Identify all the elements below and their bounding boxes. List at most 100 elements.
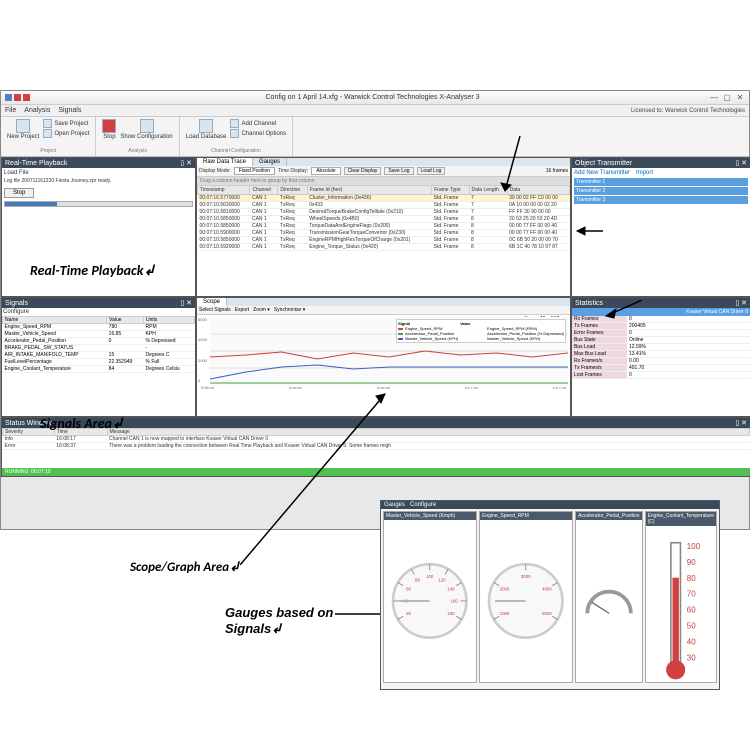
stat-row: Bus StateOnline xyxy=(572,337,750,344)
table-row[interactable]: 00:07:10.5920000CAN 1TxReqEngine_Torque_… xyxy=(198,244,570,251)
open-project-button[interactable]: Open Project xyxy=(43,129,89,138)
table-row[interactable]: 00:07:10.5850000CAN 1TxReqWheelSpeeds (0… xyxy=(198,216,570,223)
new-project-button[interactable]: New Project xyxy=(7,119,39,140)
save-project-button[interactable]: Save Project xyxy=(43,119,89,128)
scope-tool[interactable]: Synchronise ▾ xyxy=(274,307,305,313)
stat-row: Rx Frames/s0.00 xyxy=(572,358,750,365)
gauge-1: Engine_Speed_RPM10002000300040005000 xyxy=(479,511,573,683)
scope-tool[interactable]: Zoom ▾ xyxy=(253,307,270,313)
database-icon xyxy=(199,119,213,133)
signal-row[interactable]: AIR_INTAKE_MANIFOLD_TEMP15Degrees C xyxy=(3,352,195,359)
svg-text:100: 100 xyxy=(426,574,434,579)
stat-row: Tx Frames200405 xyxy=(572,323,750,330)
close-icon[interactable]: ▯ ✕ xyxy=(735,299,747,307)
stat-row: Tx Frames/s491.70 xyxy=(572,365,750,372)
annot-signals: Signals Area↲ xyxy=(40,415,124,432)
signals-title: Signals xyxy=(5,300,28,307)
configure-link[interactable]: Configure xyxy=(2,308,195,316)
signals-table: NameValueUnits Engine_Speed_RPM780RPMMas… xyxy=(2,316,195,373)
svg-text:100: 100 xyxy=(687,542,701,551)
svg-text:160: 160 xyxy=(451,599,459,604)
signal-row[interactable]: Engine_Speed_RPM780RPM xyxy=(3,324,195,331)
close-icon[interactable]: ▯ ✕ xyxy=(735,419,747,427)
playback-stop-button[interactable]: Stop xyxy=(4,188,34,198)
license-label: Licensed to: Warwick Control Technologie… xyxy=(631,108,745,114)
signal-row[interactable]: FuelLevelPercentage22.352949% Full xyxy=(3,359,195,366)
col-header[interactable]: Timestamp xyxy=(198,186,250,195)
table-row[interactable]: 00:07:10.5850000CAN 1TxReqTorqueDataAndE… xyxy=(198,223,570,230)
display-mode-select[interactable]: Fixed Position xyxy=(234,167,275,175)
add-transmitter-link[interactable]: Add New Transmitter xyxy=(574,170,630,176)
close-icon[interactable]: ▯ ✕ xyxy=(180,299,192,307)
load-db-button[interactable]: Load Database xyxy=(186,119,227,140)
gauges-configure[interactable]: Configure xyxy=(410,502,436,508)
table-row[interactable]: 00:07:10.5630000CAN 1TxReq0x433Std. Fram… xyxy=(198,202,570,209)
scope-toolbar: Select Signals Export Zoom ▾ Synchronise ▾ xyxy=(197,306,570,315)
menu-file[interactable]: File xyxy=(5,107,16,114)
signal-row[interactable]: Engine_Coolant_Temperature84Degrees Cels… xyxy=(3,366,195,373)
transmitter-item[interactable]: Transmitter 3 xyxy=(574,196,748,204)
svg-text:20: 20 xyxy=(406,611,411,616)
signal-row[interactable]: BRAKE_PEDAL_SW_STATUS- xyxy=(3,345,195,352)
window-controls[interactable]: —▢✕ xyxy=(709,93,745,102)
transmitter-item[interactable]: Transmitter 2 xyxy=(574,187,748,195)
svg-text:60: 60 xyxy=(687,606,696,615)
gauge-2: Accelerator_Pedal_Position xyxy=(575,511,642,683)
load-log-button[interactable]: Load Log xyxy=(417,167,446,175)
signal-row[interactable]: Accelerator_Pedal_Position0% Depressed xyxy=(3,338,195,345)
open-icon xyxy=(43,129,52,138)
close-icon[interactable]: ▯ ✕ xyxy=(180,159,192,167)
gauges-popup: Gauges Configure Master_Vehicle_Speed (K… xyxy=(380,500,720,690)
scope-chart[interactable]: SignalValueEngine_Speed_RPMEngine_Speed_… xyxy=(210,317,568,387)
progress-bar[interactable] xyxy=(4,201,193,207)
stat-row: Lost Frames0 xyxy=(572,372,750,379)
close-icon[interactable]: ▯ ✕ xyxy=(735,159,747,167)
svg-text:120: 120 xyxy=(439,578,447,583)
signal-row[interactable]: Master_Vehicle_Speed16.85KPH xyxy=(3,331,195,338)
save-log-button[interactable]: Save Log xyxy=(384,167,413,175)
transmitter-item[interactable]: Transmitter 1 xyxy=(574,178,748,186)
clear-display-button[interactable]: Clear Display xyxy=(344,167,382,175)
scope-tool[interactable]: Export xyxy=(235,307,249,313)
svg-text:180: 180 xyxy=(448,611,456,616)
time-display-select[interactable]: Absolute xyxy=(311,167,340,175)
stat-row: Error Frames0 xyxy=(572,330,750,337)
scope-legend: SignalValueEngine_Speed_RPMEngine_Speed_… xyxy=(396,319,566,343)
playback-title: Real-Time Playback xyxy=(5,160,67,167)
scope-tool[interactable]: Select Signals xyxy=(199,307,231,313)
tab-raw-data[interactable]: Raw Data Trace xyxy=(197,158,253,166)
tab-scope[interactable]: Scope xyxy=(197,298,227,306)
svg-text:70: 70 xyxy=(687,590,696,599)
menu-signals[interactable]: Signals xyxy=(58,107,81,114)
show-config-button[interactable]: Show Configuration xyxy=(120,119,172,140)
add-channel-button[interactable]: Add Channel xyxy=(230,119,286,128)
signals-panel: Signals ▯ ✕ Configure NameValueUnits Engi… xyxy=(1,297,196,417)
ribbon-group-channel: Load Database Add Channel Channel Option… xyxy=(180,117,293,156)
transmitter-title: Object Transmitter xyxy=(575,160,632,167)
svg-text:80: 80 xyxy=(415,578,420,583)
gauge-0: Master_Vehicle_Speed (Kmph)2040608010012… xyxy=(383,511,477,683)
import-link[interactable]: Import xyxy=(636,170,653,176)
load-file-label[interactable]: Load File xyxy=(4,170,193,176)
table-row[interactable]: 00:07:10.5900000CAN 1TxReqTransmissionGe… xyxy=(198,230,570,237)
ribbon-label-project: Project xyxy=(7,148,89,154)
col-header[interactable]: Frame Type xyxy=(432,186,469,195)
menubar: File Analysis Signals Licensed to: Warwi… xyxy=(1,105,749,117)
col-header[interactable]: Frame Id (hex) xyxy=(307,186,431,195)
window-title: Config on 1 April 14.xfg - Warwick Contr… xyxy=(36,94,709,101)
svg-text:1000: 1000 xyxy=(500,611,510,616)
titlebar: Config on 1 April 14.xfg - Warwick Contr… xyxy=(1,91,749,105)
col-header[interactable]: Direction xyxy=(278,186,307,195)
stop-icon xyxy=(102,119,116,133)
gauge-3: Engine_Coolant_Temperature (C)1009080706… xyxy=(645,511,717,683)
menu-analysis[interactable]: Analysis xyxy=(24,107,50,114)
tab-gauges[interactable]: Gauges xyxy=(253,158,287,166)
stop-button[interactable]: Stop xyxy=(102,119,116,140)
table-row[interactable]: 00:07:10.5810000CAN 1TxReqDesiredTorqueB… xyxy=(198,209,570,216)
stats-device: Kvaser Virtual CAN Driver 0 xyxy=(572,308,750,316)
table-row[interactable]: 00:07:10.5850000CAN 1TxReqEngineRPMHighR… xyxy=(198,237,570,244)
frame-count: 16 frames xyxy=(546,168,568,174)
channel-options-button[interactable]: Channel Options xyxy=(230,129,286,138)
col-header[interactable]: Channel xyxy=(250,186,278,195)
svg-text:90: 90 xyxy=(687,558,696,567)
